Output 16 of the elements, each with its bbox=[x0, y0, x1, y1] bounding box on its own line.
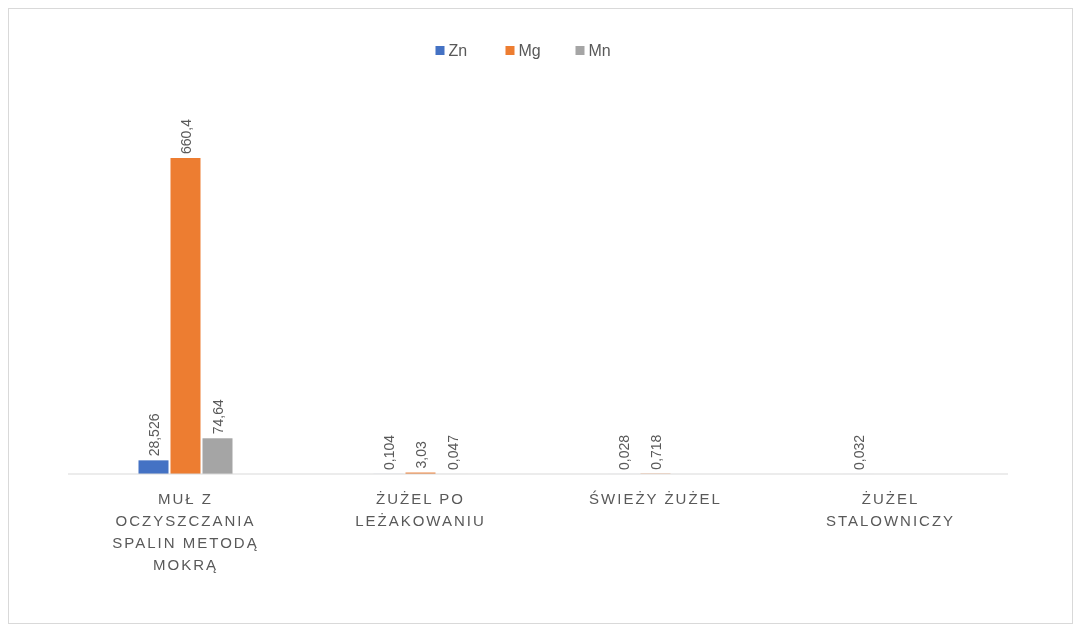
legend-label: Mg bbox=[518, 42, 541, 59]
data-label: 0,104 bbox=[380, 434, 397, 470]
legend-label: Zn bbox=[448, 42, 468, 59]
x-tick-label: ŻUŻEL STALOWNICZY bbox=[825, 490, 956, 529]
data-label: 660,4 bbox=[177, 118, 194, 154]
legend-label: Mn bbox=[588, 42, 611, 59]
data-label: 0,032 bbox=[850, 434, 867, 470]
data-label: 0,047 bbox=[444, 434, 461, 470]
x-tick-label: MUŁ Z OCZYSZCZANIA SPALIN METODĄ MOKRĄ bbox=[112, 490, 259, 573]
x-tick-label: ŚWIEŻY ŻUŻEL bbox=[589, 490, 722, 507]
data-label: 3,03 bbox=[412, 441, 429, 469]
data-label: 28,526 bbox=[145, 413, 162, 457]
x-tick-label: ŻUŻEL PO LEŻAKOWANIU bbox=[355, 490, 486, 529]
data-label: 0,028 bbox=[615, 434, 632, 470]
data-label: 0,718 bbox=[647, 434, 664, 470]
data-label: 74,64 bbox=[209, 399, 226, 435]
